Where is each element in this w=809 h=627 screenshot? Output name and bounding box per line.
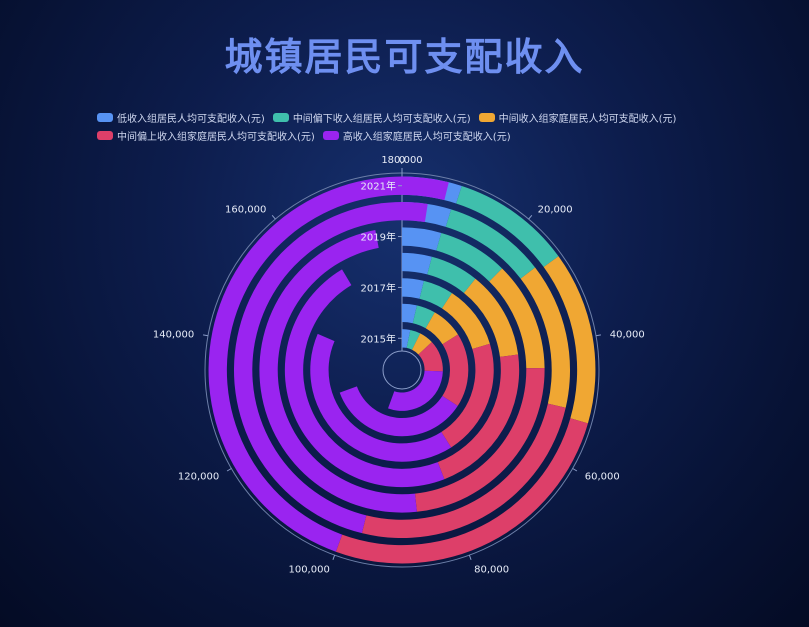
angle-tick-label: 160,000	[225, 204, 266, 215]
bar-segment[interactable]	[412, 305, 435, 329]
bar-segment[interactable]	[425, 312, 458, 345]
bar-segment[interactable]	[259, 229, 417, 513]
angle-tick-label: 40,000	[610, 329, 645, 340]
bar-segment[interactable]	[402, 303, 417, 324]
legend-label: 低收入组居民人均可支配收入(元)	[117, 113, 265, 125]
angle-tick-label: 180,000	[381, 155, 422, 166]
bar-segment[interactable]	[402, 227, 442, 251]
angle-tick-mark	[332, 554, 336, 560]
legend-label: 中间偏下收入组居民人均可支配收入(元)	[292, 113, 471, 125]
legend-swatch	[272, 112, 289, 122]
legend-swatch	[322, 130, 339, 140]
angle-tick-mark	[271, 214, 276, 220]
legend-item[interactable]: 中间偏下收入组居民人均可支配收入(元)	[272, 110, 471, 125]
bar-segment[interactable]	[441, 343, 494, 448]
bar-segment[interactable]	[406, 329, 421, 350]
bar-segment[interactable]	[339, 386, 458, 437]
legend-swatch	[97, 112, 113, 122]
category-label: 2019年	[361, 231, 396, 244]
bar-segment[interactable]	[489, 268, 545, 369]
angle-tick-label: 140,000	[153, 329, 194, 340]
angle-tick-label: 0	[399, 155, 405, 166]
legend-item[interactable]: 中间偏上收入组家庭居民人均可支配收入(元)	[97, 128, 315, 143]
legend-item[interactable]: 高收入组家庭居民人均可支配收入(元)	[322, 128, 511, 143]
category-label: 2021年	[361, 180, 396, 193]
angle-tick-mark	[528, 214, 533, 220]
bar-segment[interactable]	[445, 209, 536, 279]
legend-item[interactable]: 低收入组居民人均可支配收入(元)	[97, 110, 265, 125]
bar-segment[interactable]	[388, 370, 443, 411]
bar-segment[interactable]	[284, 269, 445, 488]
legend-swatch	[97, 130, 113, 140]
angle-tick-label: 20,000	[538, 204, 573, 215]
angle-tick-mark	[202, 334, 209, 337]
angle-tick-label: 120,000	[178, 472, 219, 483]
bar-segment[interactable]	[310, 333, 452, 462]
inner-circle	[382, 350, 422, 390]
bar-segment[interactable]	[402, 278, 424, 299]
bar-segment[interactable]	[441, 293, 490, 350]
chart-legend: 低收入组居民人均可支配收入(元) 中间偏下收入组居民人均可支配收入(元) 中间收入组…	[97, 110, 697, 143]
angle-tick-mark	[226, 468, 232, 472]
bar-segment[interactable]	[402, 252, 432, 275]
bar-segment[interactable]	[427, 256, 476, 293]
bar-segment[interactable]	[463, 278, 519, 357]
legend-item[interactable]: 中间收入组家庭居民人均可支配收入(元)	[478, 110, 677, 125]
angle-tick-mark	[468, 554, 472, 560]
bar-segment[interactable]	[442, 334, 469, 406]
bar-segment[interactable]	[437, 354, 520, 480]
bar-segment[interactable]	[361, 403, 566, 539]
bar-segment[interactable]	[419, 280, 452, 309]
bar-segment[interactable]	[402, 329, 411, 348]
angle-tick-label: 100,000	[288, 564, 329, 575]
bar-segment[interactable]	[436, 232, 503, 282]
category-label: 2015年	[361, 332, 396, 345]
page-title: 城镇居民可支配收入	[224, 35, 585, 79]
bar-segment[interactable]	[520, 267, 571, 408]
angle-tick-label: 60,000	[585, 472, 620, 483]
category-label: 2017年	[361, 281, 396, 294]
angle-tick-mark	[595, 334, 602, 337]
bar-segment[interactable]	[414, 368, 545, 512]
legend-label: 中间收入组家庭居民人均可支配收入(元)	[498, 113, 677, 125]
bar-segment[interactable]	[456, 186, 559, 268]
angle-tick-label: 80,000	[474, 564, 509, 575]
legend-swatch	[478, 112, 495, 122]
bar-segment[interactable]	[412, 333, 432, 355]
bar-segment[interactable]	[418, 342, 443, 372]
bar-segment[interactable]	[543, 256, 596, 424]
angle-tick-mark	[572, 468, 578, 472]
bar-segment[interactable]	[335, 418, 588, 564]
legend-label: 高收入组家庭居民人均可支配收入(元)	[342, 131, 511, 143]
legend-label: 中间偏上收入组家庭居民人均可支配收入(元)	[117, 131, 315, 143]
